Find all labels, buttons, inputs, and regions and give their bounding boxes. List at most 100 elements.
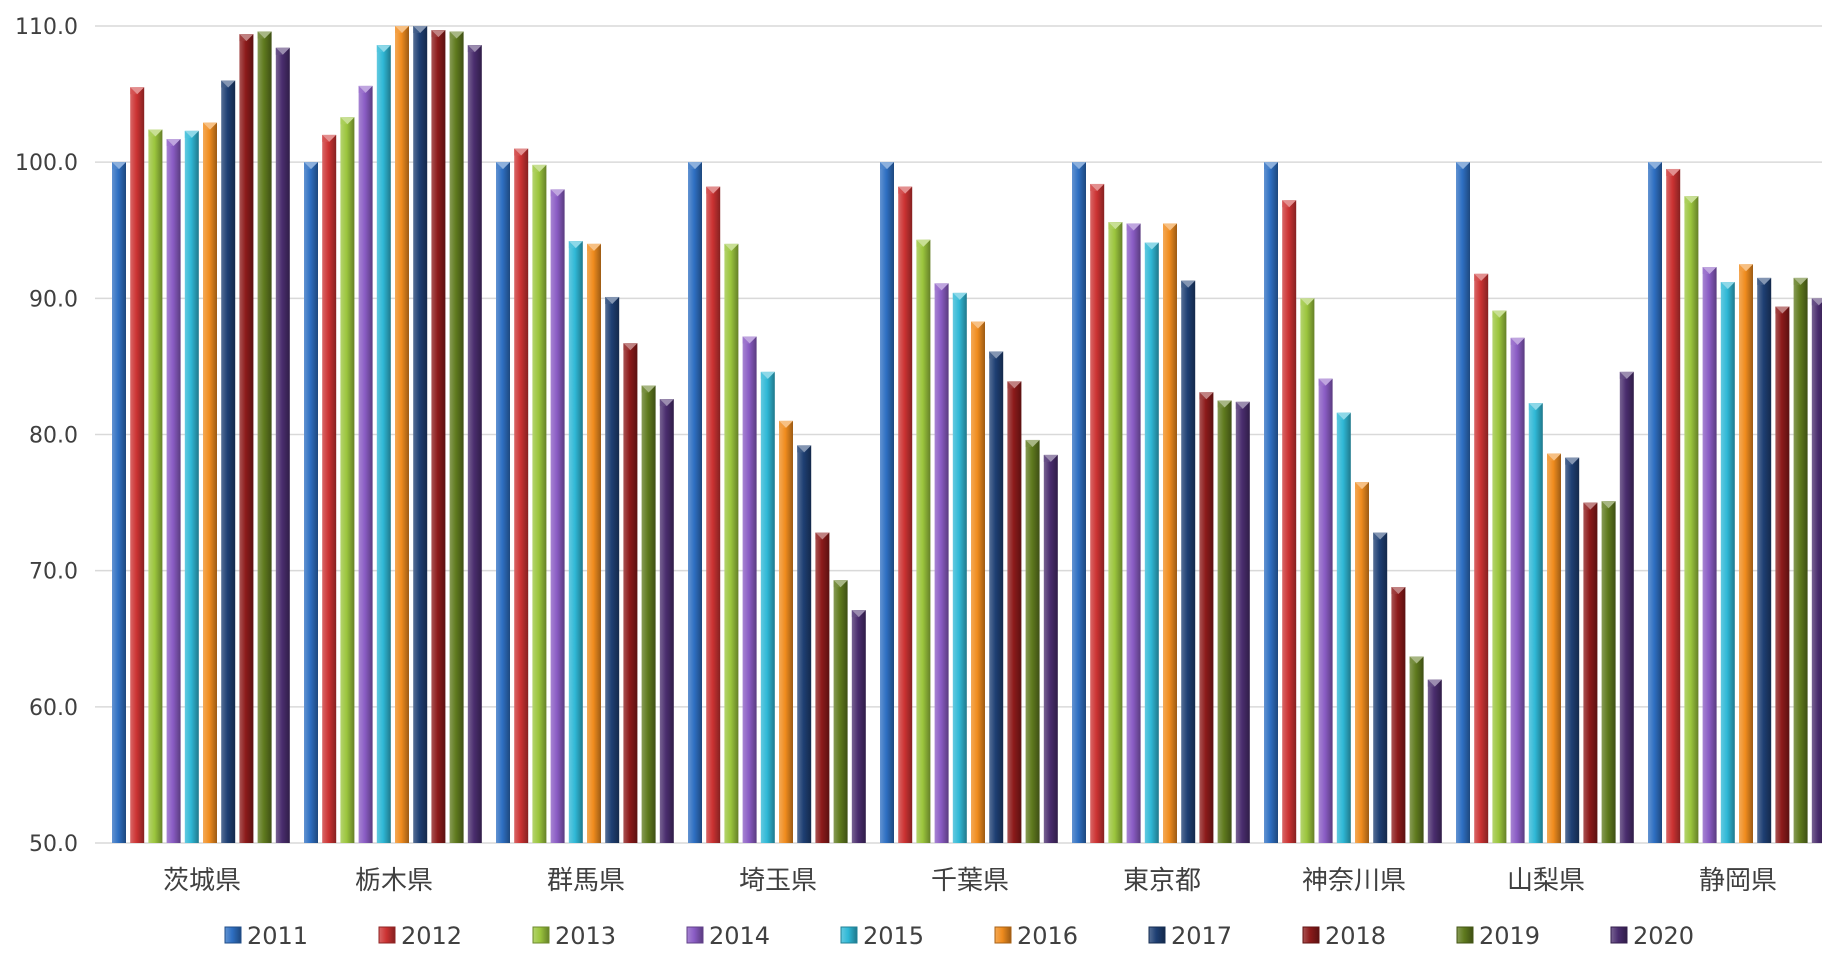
bar [239, 34, 254, 844]
bar [1547, 453, 1561, 843]
legend-swatch [532, 926, 550, 944]
bar [1565, 457, 1580, 843]
legend-swatch [224, 926, 242, 944]
y-tick-label: 110.0 [15, 15, 78, 40]
bar [952, 292, 967, 843]
bar [1619, 371, 1634, 843]
legend-label: 2013 [555, 922, 616, 950]
legend-swatch [378, 926, 396, 944]
bar [1775, 306, 1790, 844]
bar [257, 31, 272, 844]
bar [1510, 337, 1525, 843]
x-category-label: 山梨県 [1507, 866, 1585, 896]
bar [833, 580, 848, 843]
bar [916, 239, 931, 843]
bar [760, 371, 775, 843]
legend-item: 2019 [1456, 922, 1540, 950]
legend-item: 2012 [378, 922, 462, 950]
bar [898, 186, 913, 844]
bar [1072, 162, 1086, 843]
bar [1043, 454, 1058, 843]
bar [724, 243, 739, 843]
legend-swatch [1302, 926, 1320, 944]
bar [1025, 439, 1040, 843]
bar [1666, 168, 1681, 844]
bar [514, 148, 529, 844]
bar [1427, 679, 1442, 843]
bar [1474, 273, 1489, 843]
bar [797, 445, 812, 843]
legend-swatch [686, 926, 704, 944]
bar [1793, 277, 1808, 843]
bar [1720, 281, 1735, 843]
bar [568, 241, 583, 844]
bar [1126, 223, 1141, 844]
bar [1144, 242, 1159, 843]
bar [1702, 267, 1717, 843]
bar [659, 399, 674, 843]
bar [1300, 298, 1315, 843]
bar [989, 351, 1004, 843]
legend-label: 2020 [1633, 922, 1694, 950]
legend-swatch [840, 926, 858, 944]
bar [130, 87, 145, 843]
bar [358, 85, 373, 843]
bar [166, 139, 181, 844]
bar [623, 343, 638, 843]
legend-item: 2020 [1610, 922, 1694, 950]
legend-label: 2015 [863, 922, 924, 950]
x-category-label: 群馬県 [547, 866, 625, 896]
bar [1456, 162, 1470, 843]
legend-item: 2015 [840, 922, 924, 950]
bar [550, 189, 565, 843]
bar [304, 162, 318, 843]
legend-label: 2017 [1171, 922, 1232, 950]
bar [1217, 400, 1232, 843]
bar [779, 420, 793, 843]
bar [496, 162, 510, 843]
bar [1007, 381, 1022, 843]
x-category-label: 神奈川県 [1302, 866, 1406, 896]
x-category-label: 静岡県 [1699, 866, 1777, 896]
y-tick-label: 60.0 [29, 696, 78, 721]
legend-swatch [1148, 926, 1166, 944]
legend-swatch [994, 926, 1012, 944]
legend-item: 2011 [224, 922, 308, 950]
bar [1409, 656, 1424, 843]
legend-label: 2018 [1325, 922, 1386, 950]
bar [934, 283, 949, 844]
bar [1181, 280, 1196, 843]
x-category-label: 東京都 [1123, 866, 1201, 896]
y-tick-label: 100.0 [15, 151, 78, 176]
bar [1355, 482, 1369, 843]
bar [587, 243, 601, 843]
x-category-label: 千葉県 [931, 866, 1009, 896]
bar [467, 45, 482, 843]
bar [1108, 222, 1123, 843]
legend-swatch [1610, 926, 1628, 944]
x-category-label: 茨城県 [163, 866, 241, 896]
bar [431, 30, 446, 843]
bar [1528, 403, 1543, 843]
bar [1648, 162, 1662, 843]
bar [1282, 200, 1297, 843]
bar [1163, 223, 1177, 844]
bar [203, 122, 217, 843]
bar [1601, 501, 1616, 843]
x-category-label: 栃木県 [355, 866, 433, 896]
bar [532, 164, 547, 843]
legend-swatch [1456, 926, 1474, 944]
bar [1684, 196, 1699, 844]
bar [1264, 162, 1278, 843]
bar [275, 47, 290, 843]
bar [1090, 183, 1105, 843]
y-tick-label: 70.0 [29, 560, 78, 585]
bar [340, 117, 355, 843]
bar [851, 610, 866, 843]
legend-item: 2018 [1302, 922, 1386, 950]
bar [395, 26, 409, 843]
y-tick-label: 80.0 [29, 424, 78, 449]
y-axis-tick-labels: 110.0 100.0 90.0 80.0 70.0 60.0 50.0 [15, 15, 78, 857]
